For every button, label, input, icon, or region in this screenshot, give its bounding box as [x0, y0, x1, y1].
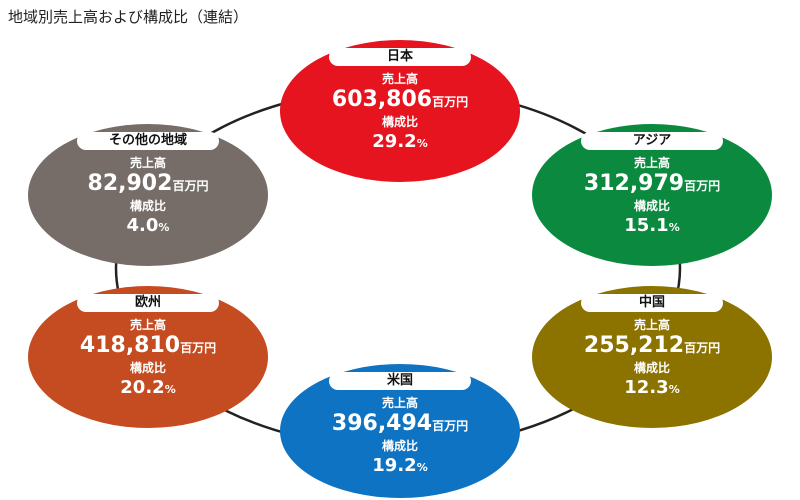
share-value: 4.0 [126, 215, 159, 236]
region-china: 中国 売上高 255,212百万円 構成比 12.3% [532, 286, 772, 428]
share-value: 20.2 [120, 377, 165, 398]
sales-label: 売上高 [633, 156, 670, 170]
region-name: 日本 [329, 48, 471, 66]
composition-label: 構成比 [633, 361, 670, 375]
share-value: 12.3 [624, 377, 669, 398]
region-europe: 欧州 売上高 418,810百万円 構成比 20.2% [28, 286, 268, 428]
sales-unit: 百万円 [432, 419, 469, 433]
region-name: その他の地域 [77, 132, 219, 150]
composition-label: 構成比 [129, 361, 166, 375]
percent-sign: % [158, 221, 170, 234]
region-other: その他の地域 売上高 82,902百万円 構成比 4.0% [28, 124, 268, 266]
sales-label: 売上高 [381, 396, 418, 410]
composition-label: 構成比 [381, 115, 418, 129]
sales-value: 82,902 [87, 171, 173, 196]
sales-unit: 百万円 [180, 341, 217, 355]
percent-sign: % [416, 461, 428, 474]
share-value: 15.1 [624, 215, 669, 236]
sales-label: 売上高 [381, 72, 418, 86]
region-asia: アジア 売上高 312,979百万円 構成比 15.1% [532, 124, 772, 266]
share-value: 19.2 [372, 455, 417, 476]
sales-value: 312,979 [583, 171, 685, 196]
sales-value: 418,810 [79, 333, 181, 358]
sales-unit: 百万円 [432, 95, 469, 109]
composition-label: 構成比 [129, 199, 166, 213]
region-name: アジア [581, 132, 723, 150]
sales-label: 売上高 [129, 318, 166, 332]
percent-sign: % [668, 221, 680, 234]
sales-unit: 百万円 [684, 341, 721, 355]
composition-label: 構成比 [633, 199, 670, 213]
sales-value: 603,806 [331, 87, 433, 112]
percent-sign: % [416, 137, 428, 150]
region-name: 中国 [581, 294, 723, 312]
region-name: 米国 [329, 372, 471, 390]
page-title: 地域別売上高および構成比（連結） [8, 8, 249, 26]
percent-sign: % [668, 383, 680, 396]
sales-value: 396,494 [331, 411, 433, 436]
sales-value: 255,212 [583, 333, 685, 358]
percent-sign: % [164, 383, 176, 396]
sales-unit: 百万円 [684, 179, 721, 193]
sales-label: 売上高 [129, 156, 166, 170]
region-japan: 日本 売上高 603,806百万円 構成比 29.2% [280, 40, 520, 182]
sales-unit: 百万円 [172, 179, 209, 193]
region-usa: 米国 売上高 396,494百万円 構成比 19.2% [280, 364, 520, 498]
share-value: 29.2 [372, 131, 417, 152]
sales-label: 売上高 [633, 318, 670, 332]
region-name: 欧州 [77, 294, 219, 312]
composition-label: 構成比 [381, 439, 418, 453]
